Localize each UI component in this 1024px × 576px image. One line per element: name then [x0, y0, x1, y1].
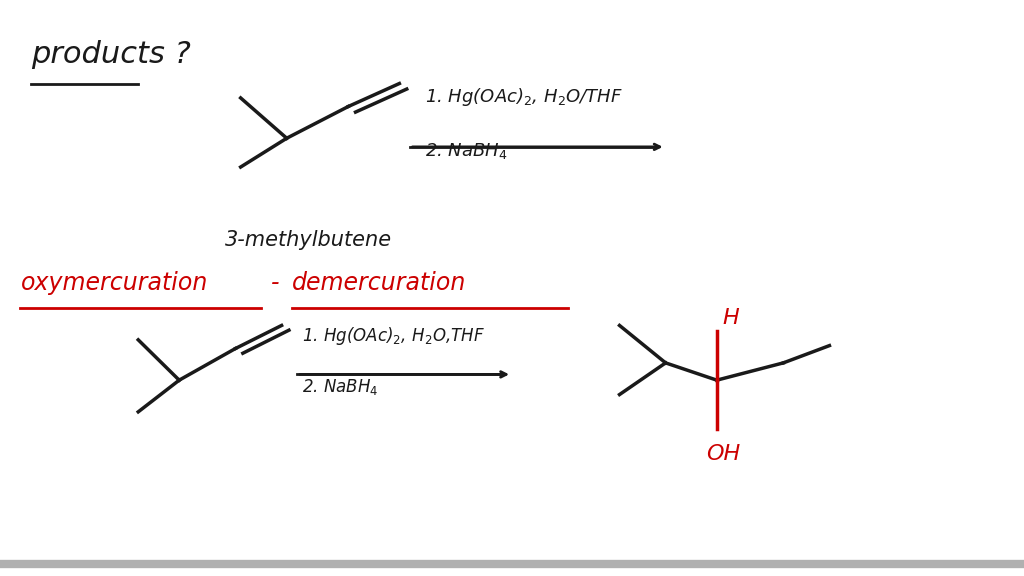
Text: oxymercuration: oxymercuration [20, 271, 208, 295]
Text: 1. Hg(OAc)$_2$, H$_2$O/THF: 1. Hg(OAc)$_2$, H$_2$O/THF [425, 86, 623, 108]
Text: 3-methylbutene: 3-methylbutene [225, 230, 392, 251]
Text: 2. NaBH$_4$: 2. NaBH$_4$ [425, 141, 508, 161]
Text: OH: OH [707, 444, 740, 464]
Text: -: - [271, 271, 280, 295]
Text: demercuration: demercuration [292, 271, 466, 295]
Text: 1. Hg(OAc)$_2$, H$_2$O,THF: 1. Hg(OAc)$_2$, H$_2$O,THF [302, 325, 485, 347]
Text: 2. NaBH$_4$: 2. NaBH$_4$ [302, 377, 379, 397]
Text: H: H [722, 308, 738, 328]
Text: products ?: products ? [31, 40, 190, 69]
